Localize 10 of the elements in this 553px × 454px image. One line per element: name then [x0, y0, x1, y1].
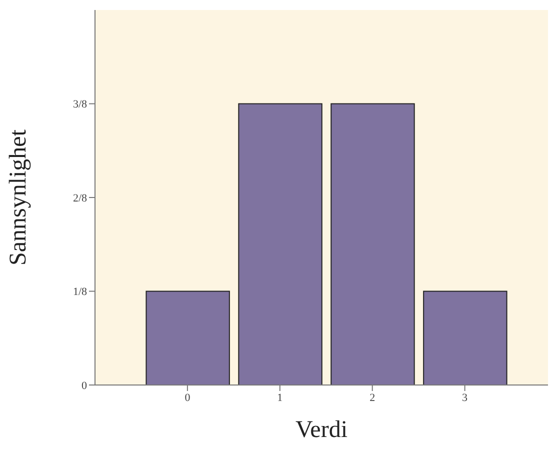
x-tick-label: 3	[462, 392, 468, 404]
y-tick-label: 0	[82, 380, 88, 392]
x-tick-label: 2	[370, 392, 376, 404]
x-tick-label: 0	[184, 392, 191, 404]
x-tick-label: 1	[277, 392, 283, 404]
y-tick-label: 2/8	[72, 192, 88, 204]
y-axis-title: Sannsynlighet	[6, 129, 32, 266]
y-tick-label: 1/8	[72, 286, 88, 298]
x-axis-title: Verdi	[296, 417, 348, 443]
y-tick-label: 3/8	[72, 98, 88, 111]
